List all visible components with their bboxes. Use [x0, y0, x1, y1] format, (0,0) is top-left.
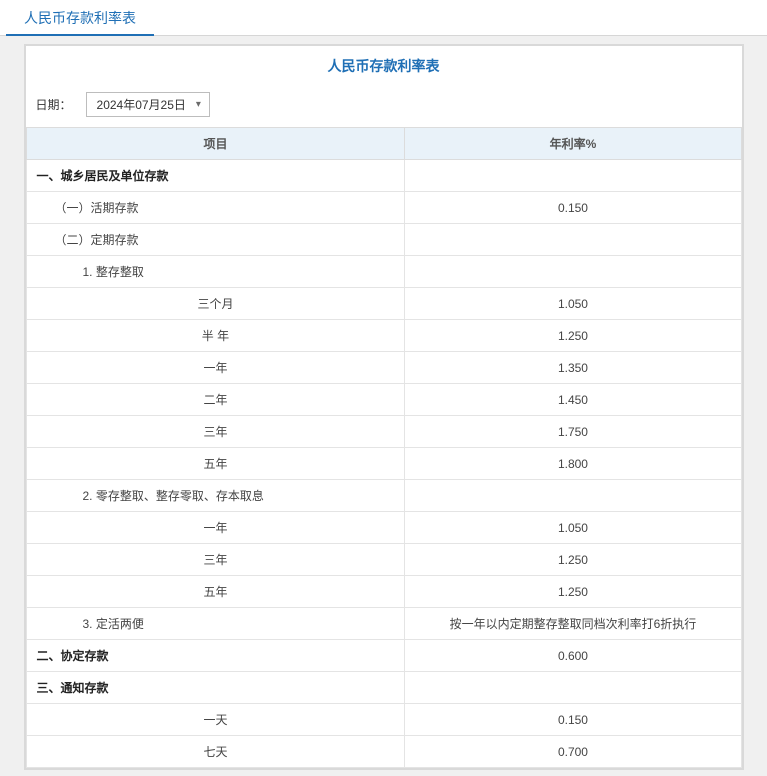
table-row: （一）活期存款0.150	[26, 192, 741, 224]
cell-rate	[405, 256, 741, 288]
table-row: 二、协定存款0.600	[26, 640, 741, 672]
cell-rate: 1.450	[405, 384, 741, 416]
table-row: 五年1.250	[26, 576, 741, 608]
cell-item: 五年	[26, 448, 405, 480]
cell-item: 一年	[26, 352, 405, 384]
date-label: 日期：	[36, 96, 72, 113]
cell-item: 三个月	[26, 288, 405, 320]
cell-item: 一年	[26, 512, 405, 544]
date-value: 2024年07月25日	[97, 96, 186, 113]
cell-rate: 0.150	[405, 704, 741, 736]
date-row: 日期： 2024年07月25日 ▾	[26, 88, 742, 127]
cell-item: 二年	[26, 384, 405, 416]
tab-bar: 人民币存款利率表	[0, 0, 767, 36]
table-row: 三年1.750	[26, 416, 741, 448]
cell-item: 五年	[26, 576, 405, 608]
panel-title: 人民币存款利率表	[26, 46, 742, 88]
cell-rate	[405, 224, 741, 256]
tab-label: 人民币存款利率表	[24, 10, 136, 26]
cell-item: （一）活期存款	[26, 192, 405, 224]
cell-rate: 0.700	[405, 736, 741, 768]
cell-rate: 1.250	[405, 320, 741, 352]
col-header-item: 项目	[26, 128, 405, 160]
table-row: 1. 整存整取	[26, 256, 741, 288]
chevron-down-icon: ▾	[196, 99, 201, 110]
cell-item: 三年	[26, 544, 405, 576]
table-row: 3. 定活两便按一年以内定期整存整取同档次利率打6折执行	[26, 608, 741, 640]
table-row: 七天0.700	[26, 736, 741, 768]
cell-item: 七天	[26, 736, 405, 768]
table-row: 二年1.450	[26, 384, 741, 416]
cell-item: 2. 零存整取、整存零取、存本取息	[26, 480, 405, 512]
cell-rate: 1.350	[405, 352, 741, 384]
date-select[interactable]: 2024年07月25日 ▾	[86, 92, 210, 117]
cell-rate: 1.750	[405, 416, 741, 448]
tab-deposit-rates[interactable]: 人民币存款利率表	[6, 2, 154, 36]
table-row: 一年1.050	[26, 512, 741, 544]
rates-table: 项目 年利率% 一、城乡居民及单位存款（一）活期存款0.150（二）定期存款1.…	[26, 127, 742, 768]
table-row: 半 年1.250	[26, 320, 741, 352]
table-row: 一天0.150	[26, 704, 741, 736]
cell-rate: 1.050	[405, 512, 741, 544]
table-row: 三、通知存款	[26, 672, 741, 704]
table-row: 2. 零存整取、整存零取、存本取息	[26, 480, 741, 512]
cell-item: 一、城乡居民及单位存款	[26, 160, 405, 192]
cell-item: 1. 整存整取	[26, 256, 405, 288]
table-row: 一、城乡居民及单位存款	[26, 160, 741, 192]
cell-rate: 1.250	[405, 544, 741, 576]
cell-rate	[405, 160, 741, 192]
table-row: 五年1.800	[26, 448, 741, 480]
cell-rate: 0.600	[405, 640, 741, 672]
cell-item: 3. 定活两便	[26, 608, 405, 640]
cell-item: 二、协定存款	[26, 640, 405, 672]
cell-rate: 1.050	[405, 288, 741, 320]
table-row: 三年1.250	[26, 544, 741, 576]
cell-item: 三年	[26, 416, 405, 448]
table-row: 一年1.350	[26, 352, 741, 384]
cell-rate: 1.250	[405, 576, 741, 608]
cell-item: （二）定期存款	[26, 224, 405, 256]
table-header-row: 项目 年利率%	[26, 128, 741, 160]
col-header-rate: 年利率%	[405, 128, 741, 160]
cell-item: 一天	[26, 704, 405, 736]
table-row: 三个月1.050	[26, 288, 741, 320]
cell-rate: 按一年以内定期整存整取同档次利率打6折执行	[405, 608, 741, 640]
cell-rate	[405, 480, 741, 512]
cell-item: 半 年	[26, 320, 405, 352]
cell-rate	[405, 672, 741, 704]
panel: 人民币存款利率表 日期： 2024年07月25日 ▾ 项目 年利率% 一、城乡居…	[24, 44, 744, 770]
table-row: （二）定期存款	[26, 224, 741, 256]
cell-item: 三、通知存款	[26, 672, 405, 704]
cell-rate: 0.150	[405, 192, 741, 224]
panel-outer: 人民币存款利率表 日期： 2024年07月25日 ▾ 项目 年利率% 一、城乡居…	[0, 36, 767, 776]
cell-rate: 1.800	[405, 448, 741, 480]
